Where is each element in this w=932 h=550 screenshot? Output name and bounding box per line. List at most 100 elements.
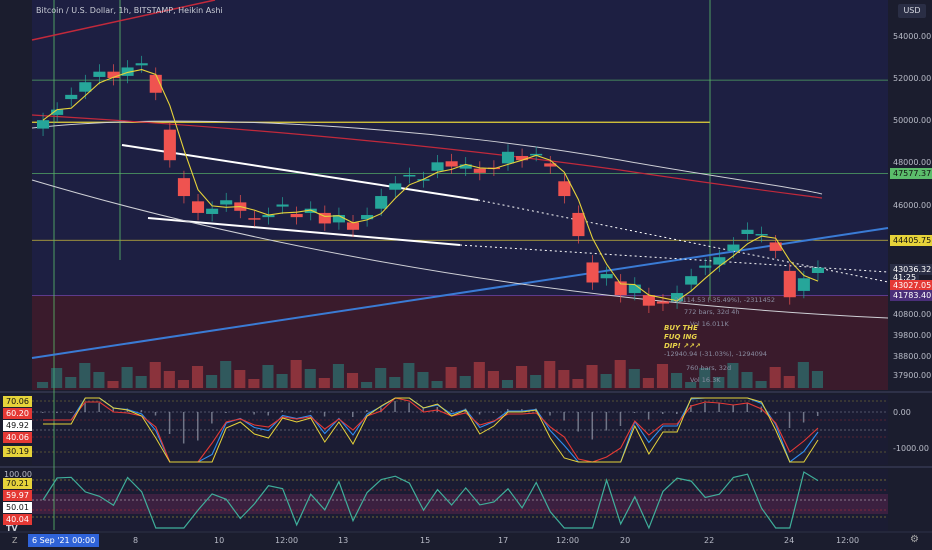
volume-bar — [304, 369, 316, 388]
rsi-level-tag: 70.21 — [3, 478, 32, 489]
macd-hist — [506, 409, 509, 412]
macd-hist — [746, 403, 749, 412]
macd-hist — [140, 410, 143, 412]
volume-bar — [220, 361, 232, 388]
volume-bar — [290, 360, 302, 388]
macd-hist — [788, 412, 791, 428]
candle — [797, 278, 810, 291]
macd-level-tag: 70.06 — [3, 396, 32, 407]
candle — [276, 204, 289, 207]
volume-bar — [656, 364, 669, 388]
volume-bar — [797, 362, 809, 388]
macd-hist — [309, 410, 312, 412]
macd-hist — [802, 412, 805, 423]
price-tick: 52000.00 — [893, 74, 932, 84]
volume-bar — [628, 369, 640, 388]
macd-hist — [619, 412, 622, 426]
volume-bar — [558, 370, 570, 388]
candle — [727, 244, 740, 251]
volume-bar — [389, 377, 401, 388]
volume-bar — [191, 366, 204, 388]
volume-bar — [431, 381, 443, 388]
channel-bottom-ext — [459, 244, 889, 273]
macd-level-tag: 30.19 — [3, 446, 32, 457]
lower-red-zone — [32, 295, 888, 390]
candle — [628, 284, 641, 294]
rsi-level-tag: 40.04 — [3, 514, 32, 525]
time-tick: 22 — [704, 536, 715, 545]
volume-bar — [93, 372, 105, 388]
macd-tick: -1000.00 — [893, 444, 929, 453]
volume-bar — [685, 382, 697, 388]
candle — [530, 153, 543, 156]
candle — [516, 156, 529, 161]
candle — [671, 293, 684, 302]
macd-tick: 0.00 — [893, 408, 911, 417]
macd-hist — [281, 410, 284, 412]
candle — [361, 215, 374, 220]
candle — [248, 218, 261, 220]
volume-bar — [375, 368, 387, 388]
macd-hist — [633, 412, 636, 413]
candle — [699, 265, 712, 268]
rsi-level-tag: 50.01 — [3, 502, 32, 513]
volume-bar — [445, 367, 457, 388]
volume-bar — [107, 381, 119, 388]
candle — [262, 215, 275, 218]
price-tick: 38800.00 — [893, 352, 932, 362]
time-tick: 20 — [620, 536, 631, 545]
candle — [206, 208, 219, 214]
macd-hist — [168, 412, 171, 434]
macd-hist — [84, 403, 86, 412]
candle — [220, 200, 233, 205]
candle — [642, 295, 655, 306]
macd-level-tag: 60.20 — [3, 408, 32, 419]
ma-200 — [31, 120, 823, 195]
volume-bar — [642, 378, 654, 388]
candle — [389, 183, 402, 190]
measure-annotation: 760 bars, 32d — [686, 364, 732, 372]
volume-bar — [79, 363, 91, 388]
currency-button[interactable]: USD — [898, 4, 926, 18]
time-tick: 13 — [338, 536, 349, 545]
macd-hist — [112, 408, 114, 412]
candle — [586, 262, 599, 283]
time-tick: 15 — [420, 536, 431, 545]
price-tag: 41:25 — [890, 272, 920, 284]
price-tick: 54000.00 — [893, 31, 932, 41]
price-tick: 40800.00 — [893, 310, 932, 320]
macd-hist — [549, 412, 551, 416]
candle — [811, 267, 824, 273]
candle — [191, 201, 205, 213]
candle — [783, 270, 796, 298]
candle — [135, 63, 148, 66]
candle — [290, 213, 303, 218]
price-tick: 48000.00 — [893, 158, 932, 168]
time-tick: 24 — [784, 536, 795, 545]
measure-annotation: Vol 16.3K — [690, 376, 721, 384]
time-tick: 8 — [133, 536, 139, 545]
volume-bar — [37, 382, 49, 388]
macd-hist — [647, 412, 650, 420]
zoom-icon[interactable]: Z — [12, 536, 18, 545]
time-tick: 12:00 — [556, 536, 580, 545]
macd-hist — [605, 412, 608, 431]
candle — [79, 82, 92, 92]
macd-hist — [182, 412, 185, 444]
volume-bar — [177, 380, 189, 388]
candle — [473, 168, 486, 173]
price-tick: 50000.00 — [893, 116, 932, 126]
macd-hist — [42, 412, 44, 413]
price-tick: 39800.00 — [893, 331, 932, 341]
candle — [501, 151, 515, 164]
macd-hist — [732, 404, 734, 412]
volume-bar — [473, 362, 485, 388]
macd-hist — [690, 405, 692, 412]
volume-bar — [234, 370, 246, 388]
candle — [37, 120, 50, 129]
volume-bar — [727, 363, 739, 388]
gear-icon[interactable]: ⚙ — [910, 534, 919, 545]
macd-hist — [577, 412, 579, 432]
macd-hist — [323, 412, 326, 417]
